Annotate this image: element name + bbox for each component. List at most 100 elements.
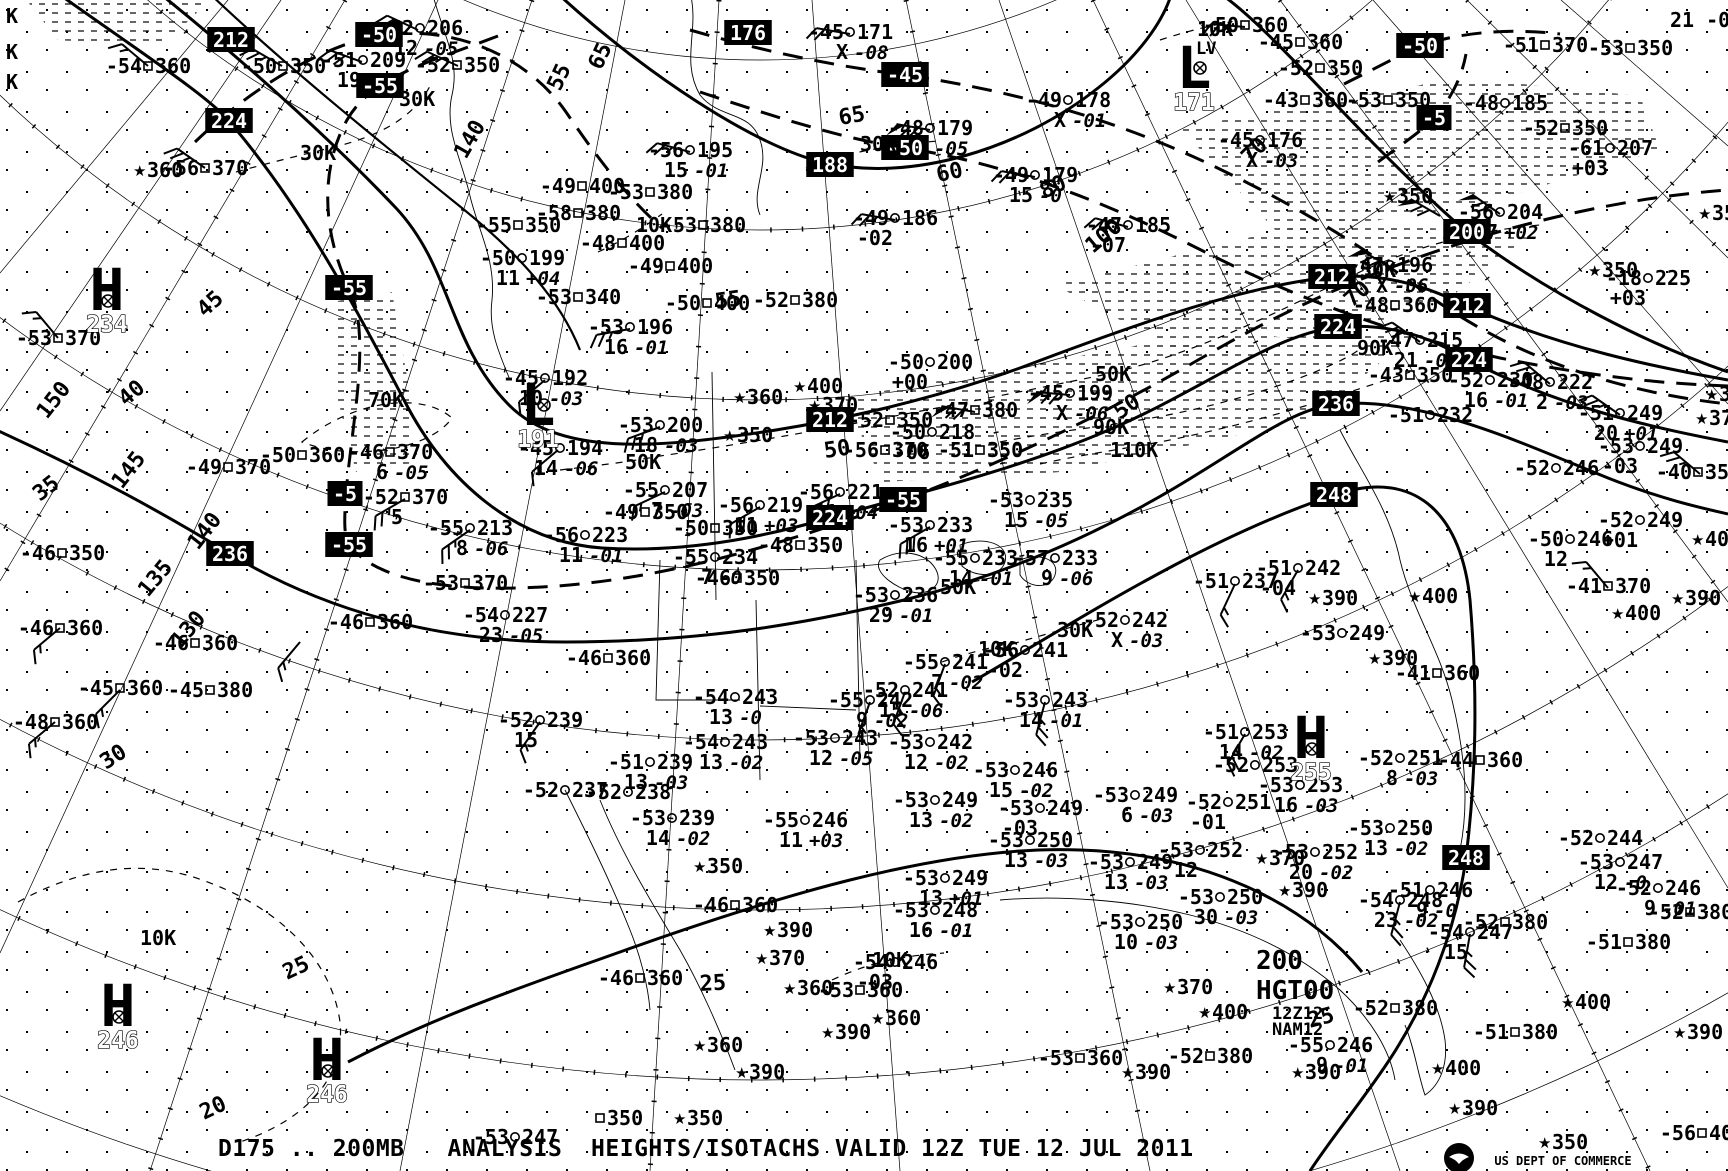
station-plot: ★ 360: [693, 1033, 743, 1057]
svg-text:-45: -45: [887, 63, 923, 87]
contour-label: 224: [205, 108, 253, 133]
station-temp: -49: [1026, 88, 1062, 112]
station-change: -06: [909, 700, 943, 722]
isotach-speed-label: 10K: [1197, 17, 1233, 41]
station-change: -0: [739, 707, 762, 729]
station-height: 207: [672, 478, 708, 502]
station-height: 390: [1135, 1060, 1171, 1084]
center-value: 171: [1173, 90, 1215, 116]
station-height: 400: [1575, 990, 1611, 1014]
station-change: -03: [1144, 932, 1178, 954]
station-temp: -51: [938, 438, 974, 462]
station-temp: -45: [503, 366, 539, 390]
station-height: 247: [1627, 850, 1663, 874]
station-star-icon: ★: [1705, 386, 1718, 404]
station-change: -03: [669, 500, 703, 522]
station-height: 246: [812, 808, 848, 832]
graticule-label: 50: [822, 435, 852, 463]
contour-label: 212: [207, 27, 255, 52]
station-plot: -49 400: [628, 254, 713, 278]
station-height: 246: [1563, 456, 1599, 480]
center-tag: LV: [1196, 39, 1216, 59]
station-wind: -04: [1260, 576, 1296, 600]
station-temp: -51: [608, 750, 644, 774]
station-height: 360: [647, 966, 683, 990]
station-temp: -55: [903, 650, 939, 674]
station-height: 360: [797, 976, 833, 1000]
station-change: -01: [899, 605, 933, 627]
station-plot: -48 400: [580, 231, 665, 255]
station-temp: -52: [1353, 996, 1389, 1020]
station-star-icon: ★: [1538, 1134, 1551, 1152]
station-temp: -18: [1606, 266, 1642, 290]
isotach-speed-label: 50K: [940, 575, 976, 599]
station-height: 370: [892, 438, 928, 462]
station-plot: -54 246 -03: [853, 950, 938, 994]
station-height: 253: [1307, 773, 1343, 797]
station-plot: -52 350: [848, 408, 933, 432]
station-change: -01: [939, 920, 973, 942]
station-temp: -56: [798, 480, 834, 504]
station-change: -03: [1404, 768, 1438, 790]
contour-label: 176: [724, 20, 772, 45]
station-plot: ★370: [1695, 406, 1728, 430]
station-change: -03: [1034, 850, 1068, 872]
station-plot: -53 243 12 -05: [793, 726, 878, 770]
station-height: 360: [707, 1033, 743, 1057]
station-star-icon: ★: [723, 427, 736, 445]
station-height: 252: [1322, 840, 1358, 864]
station-change: +02: [1504, 222, 1538, 244]
station-plot: -55 234 7 -0: [673, 545, 758, 589]
station-height: 171: [857, 20, 893, 44]
station-temp: -50: [1528, 527, 1564, 551]
isotach-speed-label: 10K: [872, 948, 908, 972]
station-temp: -45: [1218, 128, 1254, 152]
station-change: -06: [474, 538, 508, 560]
svg-text:176: 176: [730, 21, 766, 45]
isotach-speed-label: 50K: [1095, 362, 1131, 386]
station-star-icon: ★: [1695, 410, 1708, 428]
station-change: -03: [1129, 630, 1163, 652]
station-star-icon: ★: [733, 389, 746, 407]
station-plot: -43 350: [1368, 363, 1453, 387]
station-temp: -56: [543, 523, 579, 547]
station-plot: -53 247 12 -0: [1578, 850, 1663, 894]
station-temp: -50: [1203, 13, 1239, 37]
station-plot: ★370: [1163, 975, 1213, 999]
contour-label: 224: [806, 505, 854, 530]
station-temp: -47: [933, 398, 969, 422]
station-plot: ★390: [1278, 878, 1328, 902]
svg-text:224: 224: [812, 506, 848, 530]
station-height: 370: [472, 571, 508, 595]
station-plot: -53 236 29 -01: [853, 583, 938, 627]
station-wind: 15: [989, 778, 1013, 802]
station-height: 350: [69, 541, 105, 565]
station-wind: 16: [1464, 388, 1488, 412]
station-height: 237: [1242, 569, 1278, 593]
station-plot: -52 380: [1168, 1044, 1253, 1068]
station-plot: -49 179 15 -0: [993, 163, 1078, 207]
station-plot: ★400: [793, 374, 843, 398]
station-plot: -53 340: [536, 285, 621, 309]
station-height: 370: [1269, 846, 1305, 870]
station-temp: -55: [933, 546, 969, 570]
station-wind: 12: [904, 750, 928, 774]
station-plot: ★370: [755, 946, 805, 970]
station-temp: -43: [1263, 88, 1299, 112]
contour-label: -50: [881, 135, 929, 160]
station-temp: -53: [793, 726, 829, 750]
station-height: 380: [585, 201, 621, 225]
station-height: 249: [1647, 508, 1683, 532]
station-height: 249: [1047, 796, 1083, 820]
station-plot: -53 253 16 -03: [1258, 773, 1343, 817]
station-height: 185: [1135, 213, 1171, 237]
station-wind: 13: [1004, 848, 1028, 872]
station-wind: 14: [1219, 740, 1243, 764]
station-height: 360: [1087, 1046, 1123, 1070]
station-height: 221: [847, 480, 883, 504]
station-change: -01: [1072, 110, 1106, 132]
station-height: 350: [1572, 116, 1608, 140]
station-temp: -54: [106, 54, 142, 78]
station-change: -05: [394, 462, 428, 484]
station-temp: -53: [1273, 840, 1309, 864]
